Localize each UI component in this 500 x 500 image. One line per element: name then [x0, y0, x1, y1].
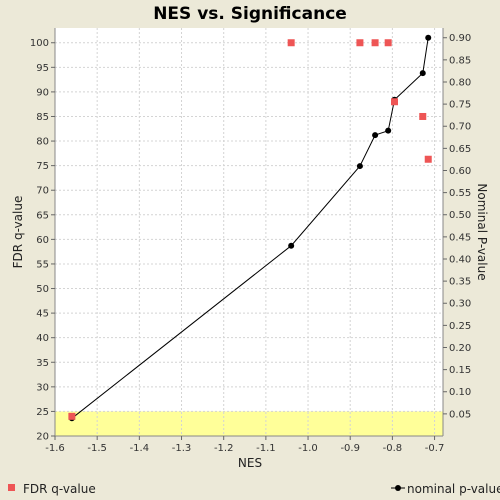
left-y-tick-label: 40	[36, 333, 49, 344]
x-tick-label: -0.8	[383, 443, 403, 454]
right-y-tick-label: 0.90	[449, 33, 471, 44]
nominal-p-value-point	[288, 242, 295, 249]
legend-marker-nominal	[395, 485, 401, 491]
left-y-tick-label: 50	[36, 284, 49, 295]
right-y-tick-label: 0.85	[449, 55, 471, 66]
right-y-tick-label: 0.55	[449, 188, 471, 199]
right-y-axis-label: Nominal P-value	[475, 183, 489, 280]
plot-area	[55, 28, 443, 436]
x-tick-label: -1.5	[87, 443, 107, 454]
right-y-tick-label: 0.10	[449, 387, 471, 398]
x-tick-label: -1.6	[45, 443, 65, 454]
right-y-tick-label: 0.20	[449, 343, 471, 354]
left-y-tick-label: 25	[36, 407, 49, 418]
left-y-tick-label: 45	[36, 309, 49, 320]
right-y-tick-label: 0.05	[449, 409, 471, 420]
left-y-tick-label: 100	[30, 38, 49, 49]
x-tick-label: -1.2	[214, 443, 234, 454]
left-y-tick-label: 35	[36, 358, 49, 369]
legend: FDR q-value nominal p-value	[8, 482, 500, 496]
x-tick-label: -1.1	[256, 443, 276, 454]
left-y-tick-label: 20	[36, 432, 49, 443]
fdr-q-value-point	[419, 112, 427, 120]
nominal-p-value-point	[425, 34, 432, 41]
significance-band	[55, 411, 443, 436]
nominal-p-value-point	[356, 163, 363, 170]
left-y-tick-label: 30	[36, 382, 49, 393]
right-y-tick-label: 0.60	[449, 166, 471, 177]
chart-title: NES vs. Significance	[153, 4, 347, 24]
left-y-tick-label: 95	[36, 63, 49, 74]
left-y-tick-label: 60	[36, 235, 49, 246]
left-y-tick-label: 80	[36, 137, 49, 148]
fdr-q-value-point	[68, 412, 76, 420]
right-y-tick-label: 0.25	[449, 321, 471, 332]
right-y-tick-label: 0.15	[449, 365, 471, 376]
legend-marker-fdr	[8, 484, 15, 491]
x-tick-label: -1.0	[298, 443, 318, 454]
fdr-q-value-point	[371, 39, 379, 47]
x-tick-label: -1.4	[130, 443, 150, 454]
fdr-q-value-point	[287, 39, 295, 47]
x-tick-label: -0.9	[340, 443, 360, 454]
nominal-p-value-point	[372, 132, 379, 139]
legend-label-fdr: FDR q-value	[23, 482, 96, 496]
right-y-tick-label: 0.30	[449, 299, 471, 310]
x-tick-label: -0.7	[425, 443, 445, 454]
right-y-tick-label: 0.45	[449, 232, 471, 243]
x-tick-label: -1.3	[172, 443, 192, 454]
nominal-p-value-line	[71, 37, 429, 419]
legend-label-nominal: nominal p-value	[407, 482, 500, 496]
left-y-tick-label: 75	[36, 161, 49, 172]
fdr-q-value-point	[356, 39, 364, 47]
fdr-q-value-point	[424, 155, 432, 163]
left-y-tick-label: 65	[36, 210, 49, 221]
left-y-axis-label: FDR q-value	[11, 196, 25, 269]
left-y-tick-label: 70	[36, 186, 49, 197]
fdr-q-value-point	[391, 98, 398, 106]
right-y-tick-label: 0.40	[449, 254, 471, 265]
right-y-tick-label: 0.75	[449, 100, 471, 111]
nominal-p-value-point	[419, 70, 426, 77]
x-axis-label: NES	[238, 456, 262, 470]
right-y-tick-label: 0.65	[449, 144, 471, 155]
fdr-q-value-point	[384, 39, 392, 47]
nominal-p-value-point	[385, 127, 392, 134]
right-y-tick-label: 0.70	[449, 122, 471, 133]
right-y-tick-label: 0.50	[449, 210, 471, 221]
left-y-tick-label: 90	[36, 87, 49, 98]
right-y-tick-label: 0.35	[449, 277, 471, 288]
left-y-tick-label: 55	[36, 259, 49, 270]
left-y-tick-label: 85	[36, 112, 49, 123]
right-y-tick-label: 0.80	[449, 77, 471, 88]
